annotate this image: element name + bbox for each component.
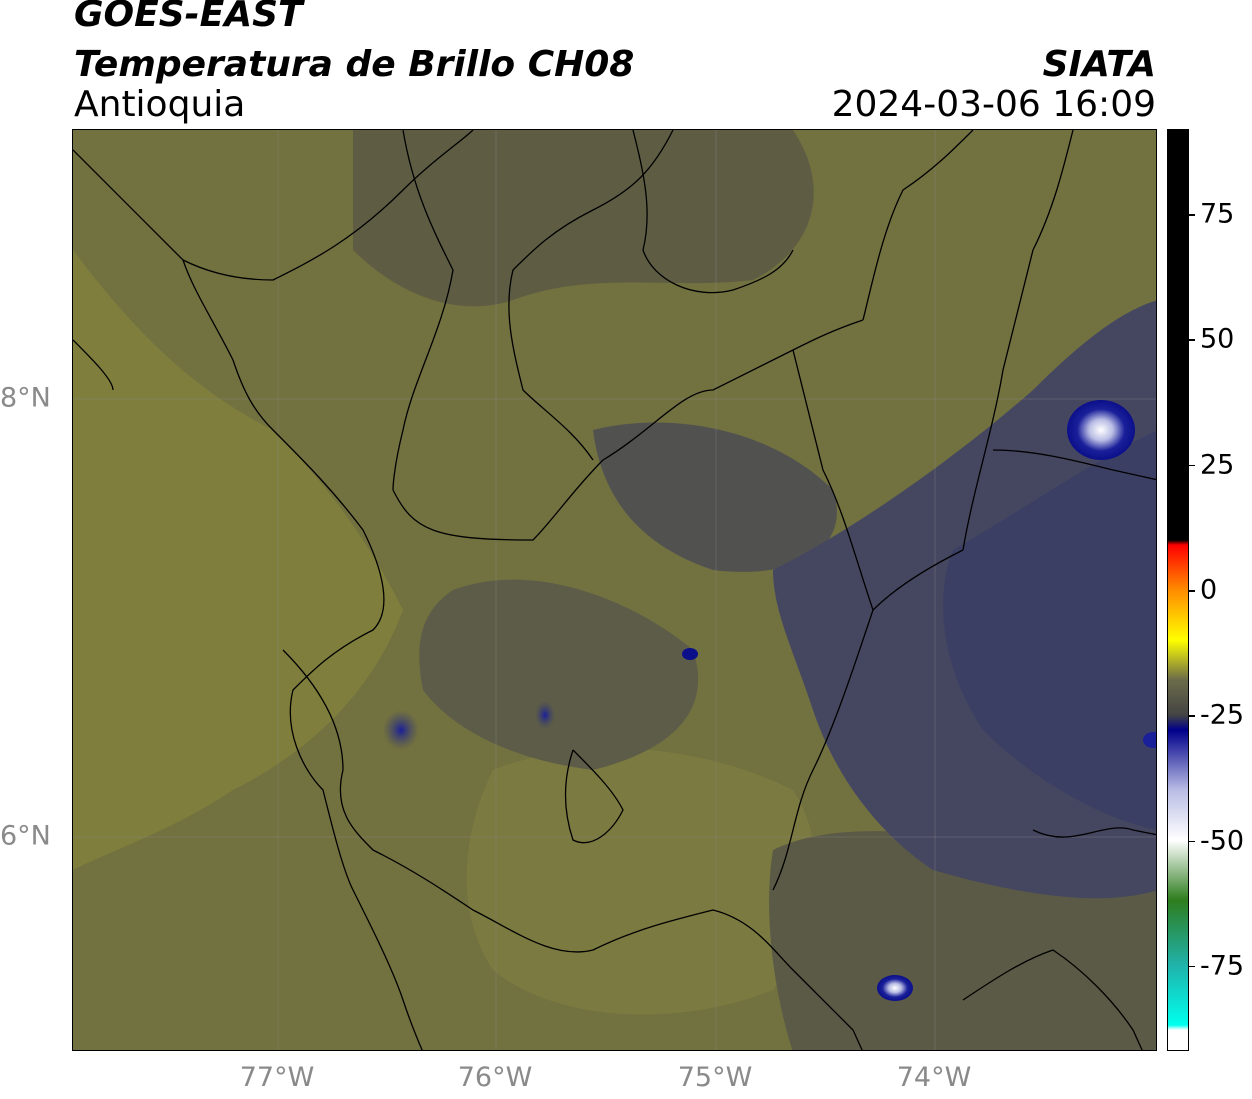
- product-title: GOES-EAST: [74, 0, 303, 35]
- cold-core-south: [877, 975, 913, 1001]
- datetime-label: 2024-03-06 16:09: [831, 84, 1156, 125]
- cold-core-northeast: [1067, 400, 1135, 460]
- cold-spot-west: [535, 701, 555, 729]
- mid-zone-center: [419, 579, 699, 770]
- warm-zone-west: [73, 250, 403, 870]
- satellite-map[interactable]: [72, 129, 1157, 1051]
- lon-tick-77w: 77°W: [239, 1062, 315, 1093]
- lon-tick-75w: 75°W: [677, 1062, 753, 1093]
- colorbar-tick-mark: [1189, 590, 1195, 592]
- colorbar-tick-mark: [1189, 214, 1195, 216]
- mid-zone-northeast: [593, 422, 837, 572]
- region-label: Antioquia: [74, 84, 246, 125]
- cold-spot-southwest: [383, 710, 419, 750]
- map-canvas: [73, 130, 1156, 1050]
- colorbar-tick-label: 25: [1200, 449, 1235, 481]
- colorbar-tick-mark: [1189, 339, 1195, 341]
- colorbar-tick-mark: [1189, 464, 1195, 467]
- lon-tick-74w: 74°W: [896, 1062, 972, 1093]
- colorbar-tick-label: -75: [1200, 950, 1245, 982]
- colorbar-tick-mark: [1189, 715, 1195, 717]
- cold-zone-east-inner: [943, 430, 1156, 830]
- source-label: SIATA: [1042, 44, 1156, 85]
- borders: [73, 130, 1156, 1050]
- colorbar-tick-label: 0: [1200, 574, 1218, 606]
- variable-title: Temperatura de Brillo CH08: [74, 44, 635, 85]
- colorbar-tick-label: -50: [1200, 825, 1245, 857]
- colorbar-tick-mark: [1189, 965, 1195, 968]
- colorbar-tick-label: 75: [1200, 198, 1235, 230]
- cold-spot-center: [682, 648, 698, 660]
- colorbar-tick-mark: [1189, 840, 1195, 843]
- cold-spot-east: [1143, 732, 1156, 748]
- lat-tick-6n: 6°N: [0, 820, 51, 852]
- lat-tick-8n: 8°N: [0, 382, 51, 414]
- colorbar-tick-label: 50: [1200, 323, 1235, 355]
- warm-zone-south: [466, 748, 815, 1015]
- graticule: [73, 130, 1156, 1050]
- colorbar: [1167, 129, 1189, 1051]
- lon-tick-76w: 76°W: [457, 1062, 533, 1093]
- colorbar-tick-label: -25: [1200, 699, 1245, 731]
- mid-zone-north: [353, 130, 814, 307]
